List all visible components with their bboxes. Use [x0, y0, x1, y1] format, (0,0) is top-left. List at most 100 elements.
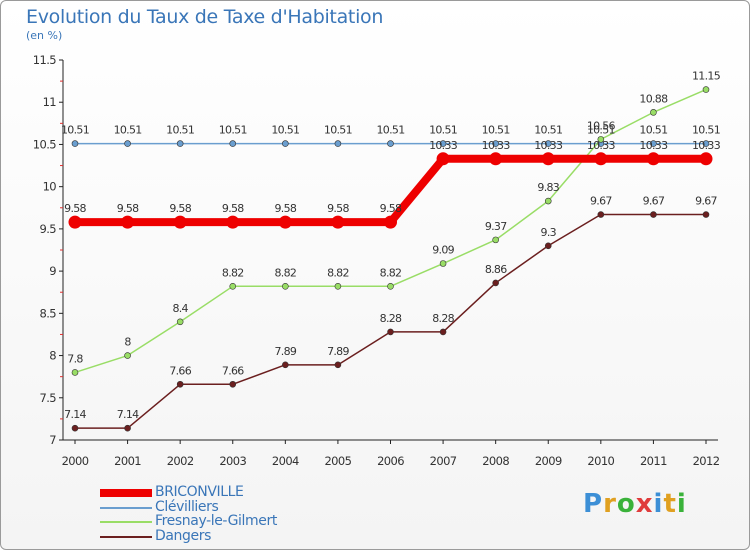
- data-label: 7.14: [64, 408, 86, 421]
- data-point: [282, 361, 289, 369]
- data-label: 9.58: [117, 202, 139, 215]
- data-label: 8: [124, 336, 131, 349]
- data-label: 10.88: [639, 92, 668, 105]
- y-tick-label: 11: [43, 95, 57, 109]
- legend-swatch: [100, 521, 152, 523]
- data-point: [594, 152, 608, 166]
- data-label: 9.67: [695, 195, 717, 208]
- brand-letter: i: [653, 489, 664, 519]
- data-point: [702, 140, 710, 147]
- data-label: 8.4: [172, 302, 188, 315]
- data-label: 9.3: [541, 226, 557, 239]
- data-label: 10.56: [587, 119, 616, 132]
- data-label: 7.14: [117, 408, 139, 421]
- data-label: 10.51: [114, 124, 142, 137]
- data-label: 8.82: [222, 266, 244, 279]
- data-point: [439, 328, 447, 336]
- x-tick-label: 2001: [114, 454, 141, 468]
- data-point: [71, 369, 79, 376]
- data-label: 10.51: [692, 124, 720, 137]
- data-label: 7.66: [222, 364, 244, 377]
- data-point: [226, 215, 240, 229]
- y-tick-label: 9.5: [40, 222, 57, 236]
- data-label: 8.82: [380, 266, 402, 279]
- data-label: 9.67: [590, 195, 612, 208]
- data-label: 9.58: [327, 202, 349, 215]
- data-label: 8.82: [274, 266, 296, 279]
- data-point: [702, 211, 710, 218]
- data-point: [71, 140, 79, 147]
- brand-letter: x: [635, 489, 654, 519]
- y-tick-label: 10.5: [33, 137, 56, 151]
- data-label: 10.33: [692, 139, 721, 152]
- data-label: 10.51: [166, 124, 194, 137]
- data-label: 7.66: [169, 364, 191, 377]
- data-label: 10.51: [324, 124, 352, 137]
- data-point: [282, 140, 289, 147]
- data-label: 8.28: [380, 312, 402, 325]
- data-label: 10.51: [429, 124, 457, 137]
- y-tick-label: 8.5: [40, 306, 57, 320]
- data-point: [176, 318, 184, 326]
- data-point: [121, 215, 135, 229]
- y-tick-label: 9: [49, 264, 56, 278]
- data-point: [436, 152, 450, 166]
- data-point: [650, 109, 657, 116]
- data-point: [597, 211, 605, 218]
- chart-title: Evolution du Taux de Taxe d'Habitation: [26, 6, 384, 28]
- data-point: [492, 236, 499, 244]
- data-label: 10.33: [587, 139, 616, 152]
- data-point: [699, 152, 713, 166]
- data-point: [278, 215, 292, 229]
- data-point: [541, 152, 555, 166]
- x-tick-label: 2012: [693, 454, 720, 468]
- data-point: [387, 283, 394, 290]
- data-label: 9.58: [169, 202, 191, 215]
- x-tick-label: 2011: [640, 454, 667, 468]
- data-point: [334, 361, 342, 369]
- data-point: [702, 86, 710, 93]
- legend-swatch: [100, 535, 152, 538]
- data-point: [331, 215, 345, 229]
- data-label: 10.51: [534, 124, 562, 137]
- x-tick-label: 2006: [377, 454, 404, 468]
- brand-letter: r: [603, 489, 617, 519]
- data-point: [124, 140, 131, 147]
- data-label: 10.51: [377, 124, 405, 137]
- data-point: [71, 424, 79, 432]
- data-label: 10.51: [271, 124, 299, 137]
- data-point: [229, 140, 237, 147]
- x-tick-label: 2000: [62, 454, 89, 468]
- brand-letter: t: [663, 489, 677, 519]
- data-label: 7.89: [274, 345, 296, 358]
- data-point: [124, 352, 131, 359]
- data-label: 10.51: [482, 124, 510, 137]
- data-label: 8.86: [485, 263, 507, 276]
- data-point: [489, 152, 503, 166]
- data-point: [544, 197, 552, 205]
- data-point: [439, 260, 447, 267]
- y-tick-label: 8: [49, 349, 56, 363]
- data-point: [650, 140, 657, 147]
- data-label: 9.37: [485, 220, 507, 233]
- x-tick-label: 2009: [535, 454, 562, 468]
- data-point: [176, 380, 184, 388]
- brand-letter: P: [583, 489, 604, 519]
- data-label: 8.82: [327, 266, 349, 279]
- x-tick-label: 2007: [430, 454, 457, 468]
- x-tick-label: 2010: [587, 454, 614, 468]
- data-point: [650, 211, 657, 218]
- data-point: [492, 279, 499, 287]
- data-label: 9.58: [64, 202, 86, 215]
- data-label: 10.51: [219, 124, 247, 137]
- x-tick-label: 2002: [167, 454, 194, 468]
- data-point: [439, 140, 447, 147]
- data-point: [492, 140, 499, 147]
- data-label: 10.33: [639, 139, 668, 152]
- x-tick-label: 2003: [219, 454, 246, 468]
- data-label: 8.28: [432, 312, 454, 325]
- data-point: [646, 152, 660, 166]
- data-point: [334, 140, 342, 147]
- data-point: [544, 140, 552, 147]
- brand-letter: o: [616, 489, 636, 519]
